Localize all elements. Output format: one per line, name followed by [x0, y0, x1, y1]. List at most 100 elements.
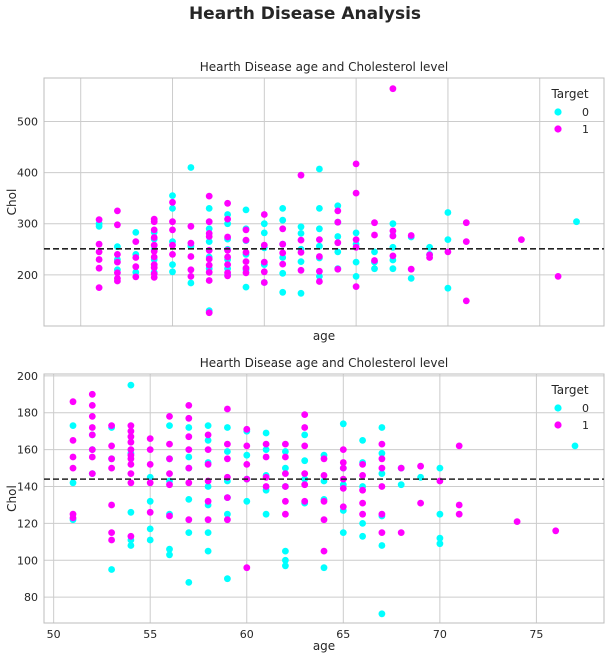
- data-point-target-0: [426, 243, 433, 251]
- y-tick-label: 160: [17, 444, 38, 457]
- data-point-target-0: [243, 497, 251, 505]
- data-point-target-1: [243, 564, 251, 572]
- data-point-target-1: [108, 422, 115, 429]
- data-point-target-1: [462, 238, 470, 246]
- data-point-target-1: [185, 479, 193, 487]
- data-point-target-1: [146, 479, 154, 487]
- data-point-target-0: [371, 265, 378, 273]
- data-point-target-0: [407, 275, 415, 282]
- data-point-target-0: [378, 424, 386, 431]
- data-point-target-1: [95, 256, 103, 263]
- data-point-target-0: [187, 164, 195, 171]
- data-point-target-1: [339, 446, 347, 453]
- data-point-target-1: [320, 547, 328, 555]
- data-point-target-1: [243, 461, 251, 468]
- y-tick-label: 500: [17, 115, 38, 128]
- y-tick-label: 200: [17, 370, 38, 383]
- data-point-target-1: [334, 218, 342, 226]
- data-point-target-1: [262, 440, 270, 448]
- data-point-target-0: [444, 209, 452, 216]
- data-point-target-0: [204, 547, 212, 555]
- data-point-target-1: [204, 431, 212, 439]
- data-point-target-1: [426, 254, 433, 261]
- data-point-target-0: [185, 579, 193, 586]
- y-axis-label: Chol: [5, 485, 19, 512]
- data-point-target-1: [242, 258, 250, 265]
- data-point-target-1: [88, 431, 96, 439]
- data-point-target-1: [69, 398, 77, 406]
- data-point-target-0: [320, 564, 328, 572]
- data-point-target-1: [146, 461, 154, 468]
- data-point-target-0: [339, 420, 347, 428]
- data-point-target-1: [114, 277, 121, 285]
- data-point-target-1: [378, 483, 386, 490]
- data-point-target-1: [320, 472, 328, 479]
- data-point-target-0: [279, 205, 287, 212]
- data-point-target-0: [127, 542, 135, 549]
- data-point-target-1: [260, 279, 268, 286]
- data-point-target-0: [316, 225, 323, 233]
- y-tick-label: 120: [17, 517, 38, 530]
- data-point-target-0: [185, 529, 193, 536]
- data-point-target-1: [114, 221, 121, 229]
- data-point-target-1: [187, 253, 195, 260]
- data-point-target-1: [316, 253, 323, 260]
- data-point-target-1: [316, 236, 323, 244]
- data-point-target-1: [169, 241, 176, 249]
- y-tick-label: 140: [17, 481, 38, 494]
- data-point-target-1: [114, 269, 121, 277]
- data-point-target-1: [205, 192, 213, 200]
- data-point-target-1: [205, 261, 213, 269]
- data-point-target-1: [88, 390, 96, 398]
- data-point-target-0: [352, 273, 360, 280]
- data-point-target-1: [389, 252, 397, 260]
- data-point-target-1: [205, 246, 213, 254]
- data-point-target-1: [352, 283, 360, 290]
- data-point-target-1: [108, 501, 115, 509]
- data-point-target-0: [334, 248, 342, 256]
- data-point-target-0: [389, 243, 397, 251]
- data-point-target-0: [436, 510, 444, 518]
- data-point-target-1: [224, 405, 231, 413]
- data-point-target-1: [243, 442, 251, 450]
- y-axis-label: Chol: [5, 189, 19, 216]
- data-point-target-1: [166, 455, 173, 463]
- data-point-target-1: [88, 470, 96, 477]
- data-point-target-1: [462, 219, 470, 227]
- data-point-target-1: [359, 486, 366, 494]
- data-point-target-0: [297, 230, 305, 237]
- data-point-target-1: [224, 215, 232, 223]
- data-point-target-0: [108, 566, 115, 573]
- data-point-target-1: [455, 501, 463, 509]
- data-point-target-1: [169, 218, 176, 226]
- data-point-target-1: [378, 464, 386, 472]
- data-point-target-1: [185, 464, 193, 472]
- data-point-target-0: [205, 205, 213, 212]
- data-point-target-0: [204, 437, 212, 444]
- data-point-target-0: [260, 229, 268, 237]
- data-point-target-1: [69, 464, 77, 472]
- data-point-target-0: [316, 242, 323, 250]
- data-point-target-1: [132, 273, 140, 281]
- data-point-target-1: [95, 248, 103, 256]
- data-point-target-1: [279, 249, 287, 257]
- data-point-target-1: [132, 254, 140, 261]
- data-point-target-0: [389, 265, 397, 273]
- data-point-target-1: [417, 499, 424, 507]
- chart-top: 200 300 400 500 Hearth Disease age and Chole…: [5, 60, 605, 343]
- data-point-target-0: [316, 165, 323, 173]
- x-tick-label: 60: [240, 628, 254, 641]
- data-point-target-0: [334, 233, 342, 240]
- data-point-target-1: [169, 198, 176, 206]
- data-point-target-1: [187, 222, 195, 230]
- data-point-target-1: [166, 440, 173, 448]
- data-point-target-1: [132, 238, 140, 246]
- y-tick-label: 80: [24, 591, 38, 604]
- data-point-target-0: [69, 479, 77, 487]
- chart-title: Hearth Disease age and Cholesterol level: [200, 356, 448, 370]
- data-point-target-1: [242, 226, 250, 234]
- data-point-target-1: [334, 239, 342, 247]
- data-point-target-1: [185, 414, 193, 422]
- data-point-target-0: [224, 510, 231, 518]
- data-point-target-1: [260, 258, 268, 266]
